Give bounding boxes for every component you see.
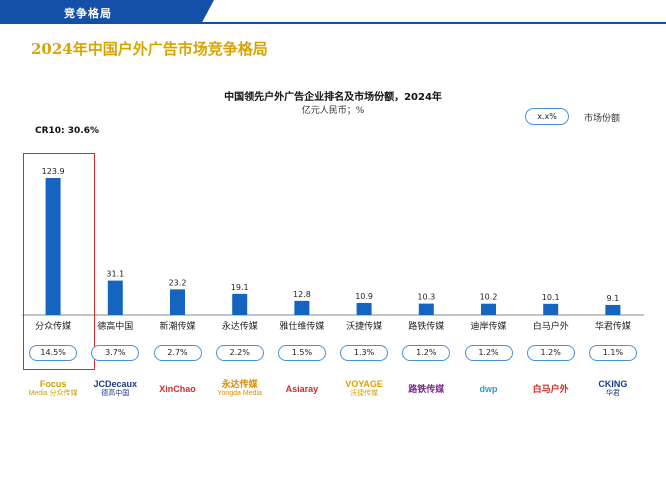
top-header-bar: 竞争格局 bbox=[0, 0, 666, 24]
baima-outdoor-logo: 白马户外 bbox=[523, 376, 579, 402]
bar-6 bbox=[356, 302, 372, 315]
dwp-logo: dwp bbox=[461, 376, 517, 402]
bar-value-label: 9.1 bbox=[607, 294, 620, 303]
bar-value-label: 10.1 bbox=[542, 293, 560, 302]
logo-wordmark: VOYAGE bbox=[345, 379, 383, 389]
bar-9 bbox=[543, 303, 559, 315]
market-share-pill: 14.5% bbox=[29, 345, 78, 361]
category-label: 分众传媒 bbox=[35, 320, 71, 332]
category-label: 新潮传媒 bbox=[159, 320, 195, 332]
bar-2 bbox=[107, 280, 123, 315]
legend-share-sample: x.x% bbox=[525, 108, 569, 125]
focus-media-logo: Focus Media 分众传媒 bbox=[25, 376, 81, 402]
legend-share-label: 市场份额 bbox=[584, 114, 621, 124]
market-share-pill: 1.2% bbox=[464, 345, 513, 361]
bar-value-label: 19.1 bbox=[231, 283, 249, 292]
bar-value-label: 123.9 bbox=[42, 167, 65, 176]
market-share-pill: 1.2% bbox=[526, 345, 575, 361]
logo-wordmark: 德高中国 bbox=[101, 390, 130, 397]
market-share-pill: 1.2% bbox=[402, 345, 451, 361]
logo-wordmark: 永达传媒 bbox=[221, 379, 258, 389]
header-band bbox=[0, 0, 214, 24]
asiaray-logo: Asiaray bbox=[274, 376, 330, 402]
category-label: 路铁传媒 bbox=[408, 320, 444, 332]
category-label: 永达传媒 bbox=[222, 320, 258, 332]
bar-value-label: 10.2 bbox=[480, 293, 498, 302]
yongda-media-logo: 永达传媒 Yongda Media bbox=[212, 376, 268, 402]
xinchao-logo: XinChao bbox=[150, 376, 206, 402]
bar-value-label: 23.2 bbox=[169, 278, 187, 287]
market-share-pill: 2.2% bbox=[215, 345, 264, 361]
category-label: 雅仕维传媒 bbox=[279, 320, 324, 332]
logo-wordmark: Media 分众传媒 bbox=[28, 390, 78, 397]
bar-value-label: 31.1 bbox=[106, 270, 124, 279]
bar-8 bbox=[481, 303, 496, 315]
market-share-pill: 1.5% bbox=[277, 345, 326, 361]
bar-7 bbox=[418, 303, 434, 315]
cr10-label: CR10: 30.6% bbox=[35, 126, 100, 136]
bar-value-label: 10.9 bbox=[355, 292, 373, 301]
logo-wordmark: Asiaray bbox=[285, 383, 319, 394]
market-share-pill: 1.1% bbox=[588, 345, 637, 361]
logo-wordmark: XinChao bbox=[159, 383, 196, 394]
bar-3 bbox=[170, 289, 185, 315]
chart-title: 中国领先户外广告企业排名及市场份额，2024年 bbox=[224, 92, 442, 103]
header-divider bbox=[0, 22, 666, 24]
bar-1 bbox=[45, 178, 61, 315]
page-title: 2024年中国户外广告市场竞争格局 bbox=[31, 40, 268, 58]
category-label: 迪岸传媒 bbox=[470, 320, 506, 332]
bar-5 bbox=[294, 300, 310, 315]
market-share-pill: 1.3% bbox=[340, 345, 389, 361]
logo-wordmark: Yongda Media bbox=[217, 390, 262, 397]
lutie-media-logo: 路铁传媒 bbox=[398, 376, 454, 402]
bar-4 bbox=[232, 293, 248, 315]
bar-value-label: 10.3 bbox=[417, 293, 435, 302]
logo-wordmark: CKING bbox=[598, 379, 628, 389]
voyage-logo: VOYAGE 沃捷传媒 bbox=[336, 376, 392, 402]
logo-wordmark: 沃捷传媒 bbox=[350, 390, 379, 397]
logo-wordmark: JCDecaux bbox=[93, 379, 138, 389]
logo-wordmark: Focus bbox=[39, 379, 67, 389]
chart-subtitle: 亿元人民币；% bbox=[301, 106, 365, 116]
category-label: 白马户外 bbox=[533, 320, 569, 332]
category-label: 沃捷传媒 bbox=[346, 320, 382, 332]
category-label: 华君传媒 bbox=[595, 320, 631, 332]
category-label: 德高中国 bbox=[97, 320, 133, 332]
bar-value-label: 12.8 bbox=[293, 290, 311, 299]
market-share-pill: 3.7% bbox=[91, 345, 140, 361]
leader-highlight-box bbox=[23, 153, 95, 370]
cking-logo: CKING 华君 bbox=[585, 376, 641, 402]
logo-wordmark: 路铁传媒 bbox=[408, 383, 445, 394]
logo-wordmark: dwp bbox=[479, 383, 498, 394]
jcdecaux-logo: JCDecaux 德高中国 bbox=[87, 376, 143, 402]
market-share-pill: 2.7% bbox=[153, 345, 202, 361]
logo-wordmark: 白马户外 bbox=[532, 383, 569, 394]
section-label: 竞争格局 bbox=[64, 7, 112, 20]
logo-wordmark: 华君 bbox=[605, 390, 620, 397]
bar-10 bbox=[605, 304, 621, 315]
